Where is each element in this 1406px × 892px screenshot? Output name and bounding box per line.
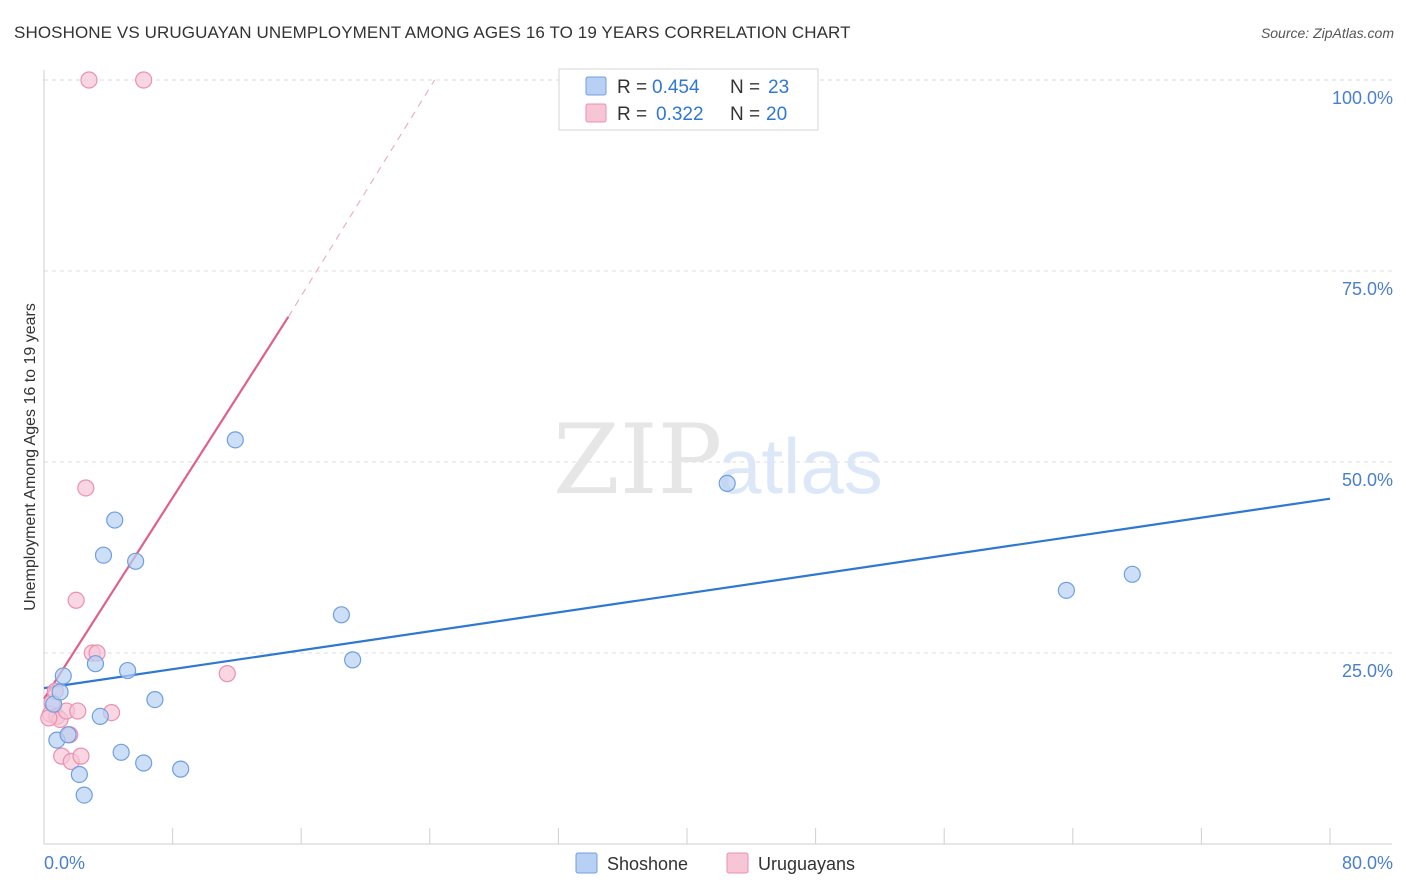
point-uruguayan-18[interactable] (218, 665, 236, 683)
y-tick-label-3: 100.0% (1332, 88, 1393, 108)
point-shoshone-13[interactable] (127, 552, 145, 570)
point-shoshone-22[interactable] (1123, 565, 1141, 583)
trend-layer (43, 79, 1331, 700)
point-shoshone-21[interactable] (1057, 581, 1075, 599)
legend-r-label-shoshone: R = (617, 77, 647, 98)
point-shoshone-19[interactable] (344, 651, 362, 669)
source-credit: Source: ZipAtlas.com (1260, 25, 1394, 41)
grid-layer (44, 79, 1392, 654)
legend-swatch-uruguayans (585, 103, 607, 123)
point-shoshone-7[interactable] (86, 655, 105, 673)
point-uruguayan-13[interactable] (80, 71, 98, 89)
bottom-legend-label-uruguayans[interactable]: Uruguayans (758, 854, 855, 874)
bottom-legend: Shoshone Uruguayans (575, 852, 855, 874)
y-tick-label-0: 25.0% (1342, 661, 1393, 681)
x-tick-label-1: 80.0% (1342, 853, 1393, 873)
point-shoshone-6[interactable] (75, 786, 93, 804)
point-uruguayan-17[interactable] (135, 71, 153, 89)
point-shoshone-12[interactable] (118, 661, 137, 680)
bottom-legend-label-shoshone[interactable]: Shoshone (607, 854, 688, 874)
point-shoshone-14[interactable] (135, 754, 153, 772)
point-shoshone-11[interactable] (112, 743, 130, 761)
point-uruguayan-10[interactable] (69, 702, 87, 720)
x-tick-label-0: 0.0% (44, 853, 85, 873)
watermark-atlas: atlas (718, 422, 883, 510)
bottom-legend-swatch-uruguayans[interactable] (726, 852, 749, 874)
bottom-legend-swatch-shoshone[interactable] (575, 852, 598, 874)
legend-r-value-uruguayans: 0.322 (656, 104, 704, 125)
trend-line-uruguayans-extension (287, 79, 436, 318)
trend-line-uruguayans (43, 316, 290, 700)
legend-n-value-shoshone: 23 (768, 77, 789, 98)
legend-n-value-uruguayans: 20 (766, 104, 787, 125)
point-uruguayan-9[interactable] (67, 591, 85, 609)
point-shoshone-3[interactable] (54, 667, 72, 685)
point-uruguayan-11[interactable] (72, 747, 90, 765)
y-tick-label-2: 75.0% (1342, 279, 1393, 299)
point-shoshone-15[interactable] (146, 691, 164, 709)
point-shoshone-5[interactable] (70, 765, 88, 784)
watermark-zip: ZIP (553, 404, 722, 516)
legend-swatch-shoshone (585, 76, 607, 96)
tick-labels: 25.0% 50.0% 75.0% 100.0% 0.0% 80.0% (44, 88, 1393, 873)
point-shoshone-10[interactable] (106, 511, 124, 529)
point-uruguayan-12[interactable] (77, 479, 95, 497)
point-shoshone-17[interactable] (226, 431, 244, 449)
legend-n-label-shoshone: N = (730, 77, 760, 98)
legend-n-label-uruguayans: N = (730, 104, 760, 125)
y-tick-label-1: 50.0% (1342, 470, 1393, 490)
trend-line-shoshone (43, 497, 1331, 690)
legend-r-value-shoshone: 0.454 (652, 77, 700, 98)
point-shoshone-16[interactable] (172, 760, 190, 778)
point-shoshone-8[interactable] (91, 707, 109, 726)
point-shoshone-4[interactable] (59, 726, 77, 744)
watermark: ZIP atlas (553, 404, 883, 516)
point-shoshone-9[interactable] (94, 546, 113, 564)
point-shoshone-20[interactable] (718, 474, 736, 492)
legend-r-label-uruguayans: R = (617, 104, 647, 125)
y-axis-title: Unemployment Among Ages 16 to 19 years (22, 303, 39, 611)
chart-title: SHOSHONE VS URUGUAYAN UNEMPLOYMENT AMONG… (14, 23, 851, 42)
legend: R = 0.454 N = 23 R = 0.322 N = 20 (558, 68, 819, 131)
point-shoshone-2[interactable] (51, 683, 69, 701)
point-shoshone-18[interactable] (332, 606, 350, 624)
points-layer (40, 71, 1141, 804)
